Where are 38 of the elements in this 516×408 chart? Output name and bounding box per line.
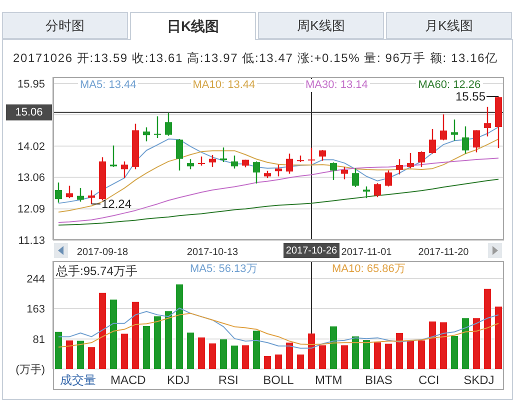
text: MA30: 13.14 [306,79,368,91]
text: MA10: 13.44 [192,79,256,91]
text: MA60: 12.26 [418,79,481,91]
x-tick-label: 2017-10-26 [286,245,338,256]
y-tick-label: 15.95 [17,78,45,90]
y-tick-label: 13.06 [17,172,45,184]
y-tick-label: 244 [26,273,45,286]
chart-subtitle: 20171026 开:13.59 收:13.61 高:13.97 低:13.47 涨:+0.15% 量: 96万手 额: 13.16亿 [13,51,498,65]
text: BIAS [365,373,392,387]
x-tick-label: 2017-10-13 [186,247,239,258]
y-tick-label: (万手) [16,362,45,376]
x-tick-label: 2017-11-01 [341,247,392,258]
y-tick-label: 81 [32,334,45,346]
text: 日K线图 [166,18,220,34]
x-tick-label: 2017-11-20 [418,247,470,258]
annotation: 12.24 [102,196,132,211]
text: 月K线图 [425,18,473,33]
text: MA5: 56.13万 [190,263,258,275]
y-tick-label: 12.09 [17,204,45,216]
annotation: 15.55 [455,89,486,104]
text: MA5: 13.44 [80,79,136,91]
y-tick-label: 14.02 [17,141,45,154]
text: 分时图 [46,18,84,33]
text: MA10: 65.86万 [332,263,406,275]
y-tick-label: 163 [26,303,45,316]
ref-line-label: 15.06 [15,106,43,118]
text: SKDJ [464,373,494,387]
text: BOLL [263,373,294,387]
text: MTM [314,373,342,387]
annotation: 总手:95.74万手 [56,264,138,278]
text: CCI [418,373,440,387]
x-tick-label: 2017-09-18 [76,247,129,258]
text: 周K线图 [297,18,345,33]
text: RSI [218,373,238,387]
y-tick-label: 11.13 [18,234,45,247]
text: KDJ [166,373,190,387]
text: 成交量 [60,373,96,387]
text: MACD [110,373,146,387]
